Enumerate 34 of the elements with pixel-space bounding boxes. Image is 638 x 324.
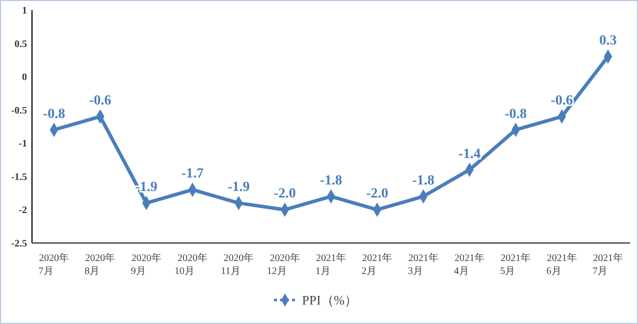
text: -2.0	[366, 186, 388, 202]
text: -1.9	[228, 180, 250, 196]
text: -0.6	[550, 94, 573, 109]
text: -1.8	[412, 173, 434, 188]
x-tick-label: 2021年 4月	[454, 252, 484, 277]
x-tick-label: 2020年 12月	[266, 252, 300, 277]
y-tick-label: -0.5	[11, 105, 27, 116]
x-tick-label: 2021年 7月	[592, 252, 623, 277]
y-tick-label: 0	[22, 72, 27, 84]
text: -2.0	[274, 186, 296, 202]
x-tick-label: 2021年 1月	[316, 252, 346, 277]
text: -0.8	[504, 106, 527, 122]
x-tick-label: 2021年 6月	[546, 252, 577, 277]
x-tick-label: 2020年 8月	[84, 252, 116, 277]
text: -1.7	[181, 166, 204, 182]
text: -0.6	[89, 94, 112, 109]
y-tick-label: -1.5	[11, 172, 27, 183]
text: 0.3	[599, 34, 617, 49]
y-tick-label: 1	[22, 6, 27, 16]
legend-label: PPI（%）	[302, 292, 358, 308]
y-tick-label: -2	[18, 205, 27, 216]
x-tick-label: 2021年 2月	[362, 252, 392, 277]
text: -0.8	[42, 106, 66, 122]
x-tick-label: 2020年 10月	[174, 252, 208, 277]
x-tick-label: 2020年 7月	[38, 252, 69, 277]
y-tick-label: -2.5	[11, 238, 27, 250]
x-tick-label: 2020年 9月	[130, 252, 162, 277]
x-tick-label: 2020年 11月	[220, 252, 254, 277]
y-tick-label: 0.5	[14, 38, 27, 50]
y-tick-label: -1	[18, 138, 27, 150]
text: -1.4	[458, 146, 481, 162]
text: -1.8	[320, 173, 342, 188]
x-tick-label: 2021年 3月	[408, 252, 438, 277]
x-tick-label: 2021年 5月	[500, 252, 531, 277]
